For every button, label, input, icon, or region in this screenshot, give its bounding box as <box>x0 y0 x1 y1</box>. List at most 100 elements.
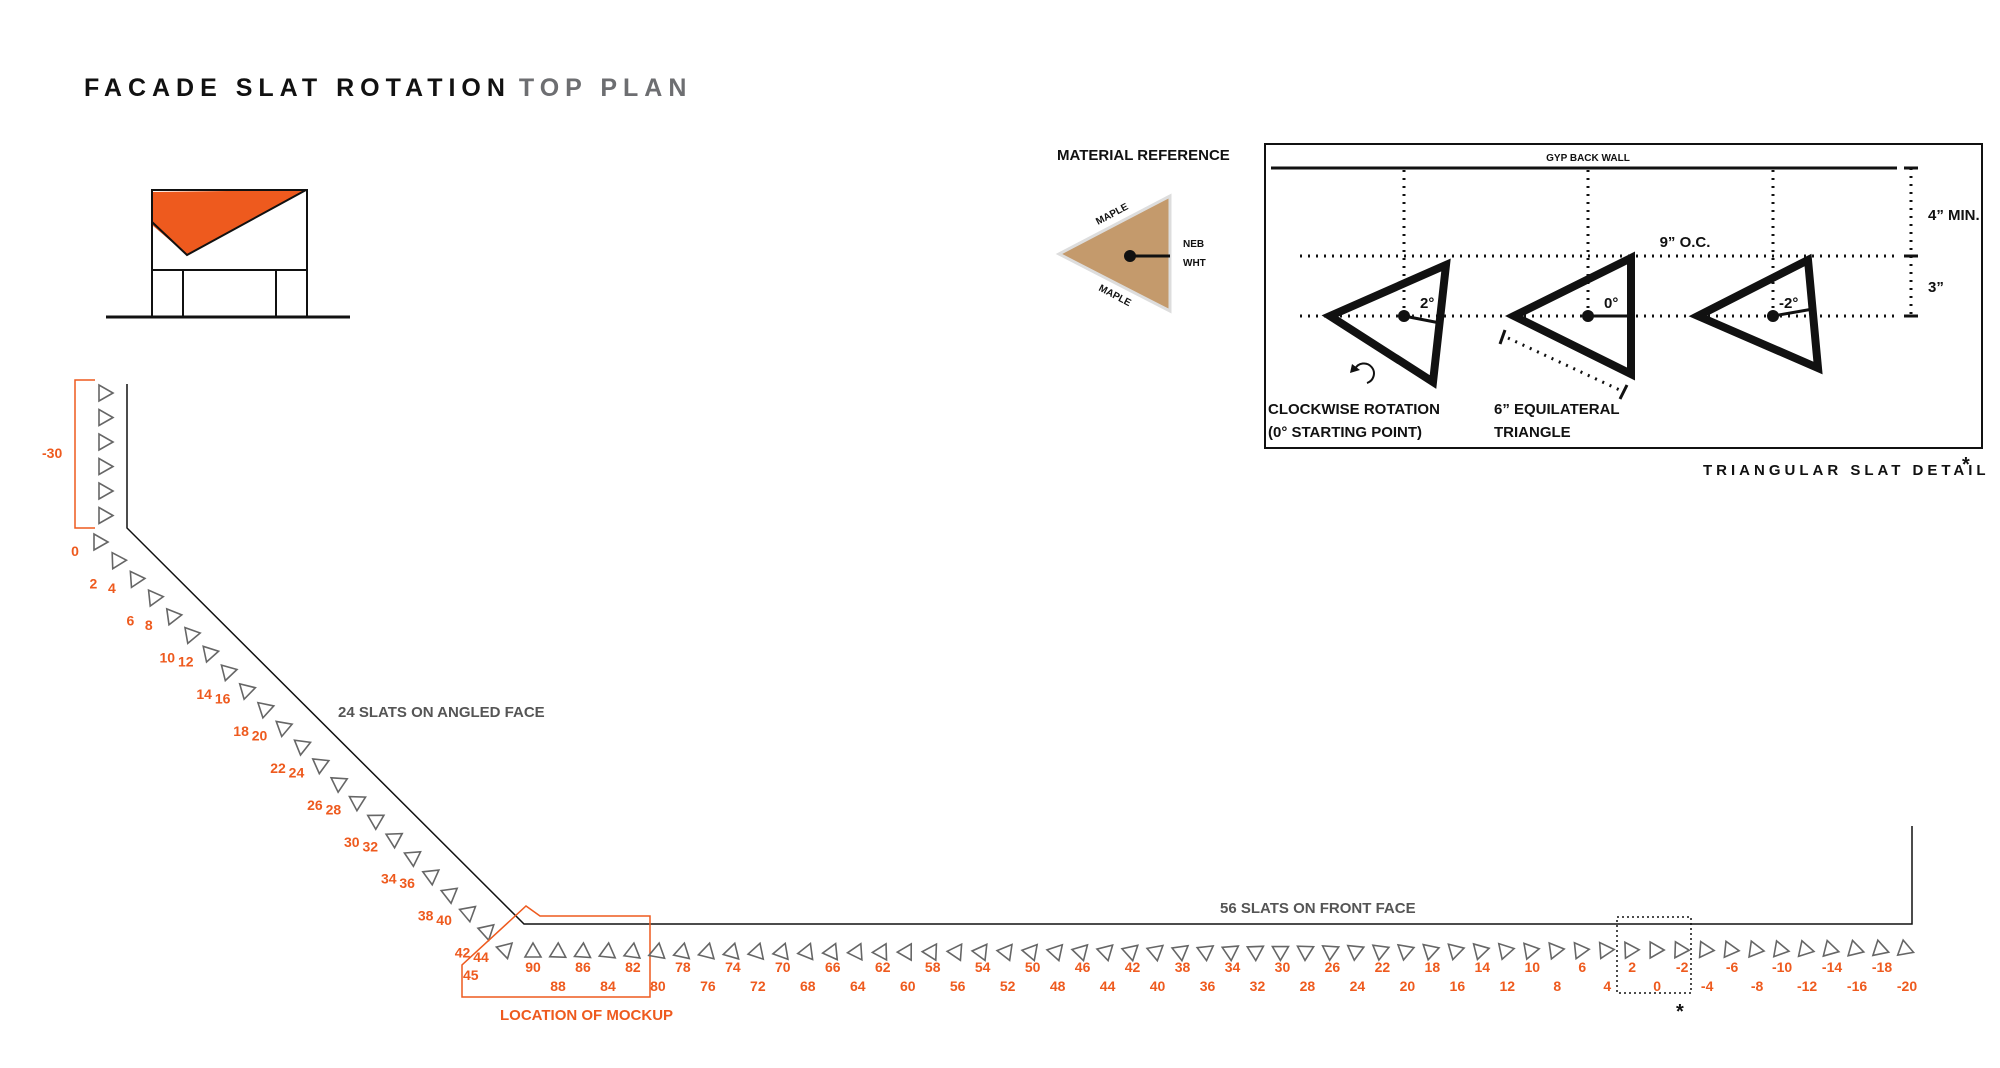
front-slat-label: 62 <box>875 959 891 975</box>
angled-slat <box>384 832 404 850</box>
front-slat-label: -12 <box>1797 978 1817 994</box>
front-slat <box>1822 939 1841 958</box>
front-slat-label: 38 <box>1175 959 1191 975</box>
front-slat <box>1748 939 1766 959</box>
front-slat <box>696 941 716 960</box>
angled-slat <box>147 588 165 608</box>
front-slat <box>523 941 543 958</box>
angled-slat <box>439 887 459 905</box>
front-slat <box>1346 944 1366 962</box>
front-slat <box>870 942 888 962</box>
clockwise-rotation-icon <box>1354 362 1375 384</box>
front-slat-label: 74 <box>725 959 741 975</box>
angled-slat-label: 38 <box>418 908 434 924</box>
page-title: FACADE SLAT ROTATION TOP PLAN <box>84 74 692 103</box>
angled-slat <box>220 663 239 683</box>
front-slat-label: 18 <box>1425 959 1441 975</box>
front-slat <box>1120 944 1139 963</box>
angled-slat <box>165 607 184 627</box>
angled-slat <box>403 850 422 868</box>
angled-slat <box>93 532 110 552</box>
front-slat <box>1674 940 1691 960</box>
front-slat <box>1649 940 1666 960</box>
front-slat-label: -16 <box>1847 978 1867 994</box>
material-reference-slat <box>1055 193 1172 314</box>
angled-slat <box>129 570 147 589</box>
front-slat-label: 90 <box>525 959 541 975</box>
front-slat <box>1195 944 1215 963</box>
front-slat <box>895 942 913 962</box>
front-slat-label: 80 <box>650 978 666 994</box>
front-slat <box>573 941 592 959</box>
angled-slat <box>202 645 221 664</box>
front-slat <box>1447 943 1466 962</box>
front-slat <box>1624 940 1641 960</box>
front-slat-label: 14 <box>1475 959 1491 975</box>
rotation-label-2: (0° STARTING POINT) <box>1268 424 1422 441</box>
front-slat-label: 30 <box>1275 959 1291 975</box>
angled-slat <box>348 795 367 813</box>
front-slat-label: 88 <box>550 978 566 994</box>
front-slat-label: 56 <box>950 978 966 994</box>
front-slat-label: 48 <box>1050 978 1066 994</box>
material-back-label-2: WHT <box>1183 258 1206 269</box>
angled-slat <box>238 682 257 701</box>
front-slat-label: 24 <box>1350 978 1366 994</box>
angled-slat-label: 34 <box>381 871 397 887</box>
angled-slat <box>311 758 331 776</box>
detail-asterisk: * <box>1962 454 1970 476</box>
front-slat-label: 66 <box>825 959 841 975</box>
front-slat <box>821 942 839 961</box>
front-slat-label: 50 <box>1025 959 1041 975</box>
front-slat-label: -10 <box>1772 959 1792 975</box>
front-slat-label: 16 <box>1450 978 1466 994</box>
front-slat <box>1896 938 1916 957</box>
angled-slat-label: 4 <box>108 580 116 596</box>
triangle-size-label-1: 6” EQUILATERAL <box>1494 401 1620 418</box>
angled-slat-label: 24 <box>289 764 305 780</box>
front-slat <box>1220 945 1240 963</box>
building-accent-roof <box>152 190 306 255</box>
front-slat-label: 40 <box>1150 978 1166 994</box>
front-slat-label: 20 <box>1400 978 1416 994</box>
title-main: FACADE SLAT ROTATION <box>84 74 511 102</box>
front-slat <box>597 941 617 959</box>
front-slat <box>995 943 1013 962</box>
top-slat <box>98 432 115 452</box>
front-slat <box>1170 944 1190 963</box>
front-slat <box>1145 944 1165 963</box>
front-slat-label: 78 <box>675 959 691 975</box>
angled-slat <box>183 626 202 645</box>
angle-label-2: 0° <box>1604 295 1618 312</box>
material-center-point <box>1124 250 1136 262</box>
angle-label-1: 2° <box>1420 295 1434 312</box>
top-slat-group <box>98 383 115 525</box>
top-slat <box>98 383 115 403</box>
front-slat-label: 0 <box>1653 978 1661 994</box>
front-slat <box>970 943 988 962</box>
angled-slat-label: 26 <box>307 797 323 813</box>
angled-slat-label: 32 <box>362 838 378 854</box>
front-slat-label: 12 <box>1500 978 1516 994</box>
angled-slat-label: 42 <box>455 945 471 961</box>
front-slat-label: -2 <box>1676 959 1689 975</box>
angled-slat <box>476 923 495 942</box>
triangle-size-label-2: TRIANGLE <box>1494 424 1571 441</box>
top-group-label: -30 <box>42 445 62 461</box>
front-slat-label: -8 <box>1751 978 1764 994</box>
top-slat <box>98 481 115 501</box>
front-slat <box>1472 942 1491 961</box>
angled-slat <box>366 814 386 831</box>
front-slat <box>1296 945 1316 962</box>
rotation-arrowhead <box>1350 364 1360 373</box>
front-slat-label: 82 <box>625 959 641 975</box>
front-slat <box>746 941 765 961</box>
depth-dimension-label: 3” <box>1928 279 1944 296</box>
front-slat <box>945 942 963 962</box>
front-slat <box>845 942 863 962</box>
front-slat-label: 52 <box>1000 978 1016 994</box>
front-slat <box>1020 943 1039 963</box>
front-face-label: 56 SLATS ON FRONT FACE <box>1220 900 1416 917</box>
angled-slat <box>329 776 349 794</box>
front-slat <box>1598 941 1616 960</box>
